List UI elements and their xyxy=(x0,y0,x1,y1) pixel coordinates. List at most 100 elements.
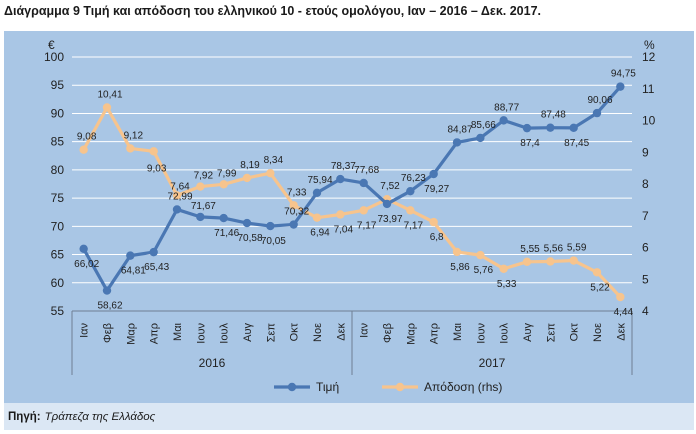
price-data-label: 71,46 xyxy=(214,228,239,239)
yield-series-point xyxy=(312,213,322,222)
yield-data-label: 7,04 xyxy=(334,224,354,235)
price-series-point xyxy=(546,123,555,132)
chart-title: Διάγραμμα 9 Τιμή και απόδοση του ελληνικ… xyxy=(4,4,542,18)
chart-panel: 55 60 65 70 75 80 85 90 95 100 4 5 6 7 8 9 10 11 12 €% Ιαν Φε… xyxy=(4,31,694,403)
yield-series-point xyxy=(592,268,602,277)
yield-data-label: 4,44 xyxy=(614,307,634,318)
yield-data-label: 9,08 xyxy=(77,132,97,143)
right-axis-tick: 5 xyxy=(642,272,649,286)
price-series-point xyxy=(359,178,368,188)
yield-series-point xyxy=(452,247,462,257)
yield-data-label: 7,52 xyxy=(380,181,400,192)
x-axis-category: Νοε xyxy=(312,323,324,342)
yield-data-label: 7,17 xyxy=(357,220,377,231)
price-series-point xyxy=(382,199,392,209)
right-axis-tick: 6 xyxy=(642,241,649,255)
yield-data-label: 5,55 xyxy=(520,244,540,255)
x-axis-category: Ιουν xyxy=(475,323,487,344)
yield-data-label: 5,59 xyxy=(567,243,587,254)
price-series-point xyxy=(102,286,112,295)
x-axis-category: Φεβ xyxy=(382,323,394,343)
price-data-label: 75,94 xyxy=(307,175,332,186)
price-series-point xyxy=(452,138,462,147)
price-data-label: 87,4 xyxy=(520,138,540,149)
right-axis-tick: 7 xyxy=(642,209,649,223)
left-axis-tick: 70 xyxy=(51,219,65,233)
yield-data-label: 7,99 xyxy=(217,168,237,179)
x-axis-category: Σεπ xyxy=(545,323,557,343)
yield-data-label: 7,33 xyxy=(287,187,307,198)
left-axis-tick: 95 xyxy=(51,78,65,92)
x-axis-category: Απρ xyxy=(429,323,441,344)
x-axis-category: Μαι xyxy=(172,322,184,341)
price-series-point xyxy=(406,186,415,196)
x-axis-category: Φεβ xyxy=(102,323,114,343)
yield-data-label: 7,64 xyxy=(170,181,190,192)
yield-series-point xyxy=(522,257,532,266)
price-data-label: 76,23 xyxy=(401,173,426,184)
yield-series-point xyxy=(126,144,135,153)
yield-data-label: 8,19 xyxy=(240,160,260,171)
x-axis-category: Σεπ xyxy=(265,323,277,343)
left-axis-tick: 80 xyxy=(51,163,65,177)
yield-series-point xyxy=(149,147,158,156)
legend-price-label: Τιμή xyxy=(316,380,339,394)
price-data-label: 85,66 xyxy=(471,120,496,131)
price-data-label: 70,58 xyxy=(237,233,262,244)
yield-series-point xyxy=(616,292,625,302)
right-axis-unit: % xyxy=(644,38,655,52)
right-axis-tick: 8 xyxy=(642,177,649,191)
yield-data-label: 8,34 xyxy=(264,155,284,166)
legend-price-marker xyxy=(287,382,297,392)
x-axis-category: Μαι xyxy=(452,322,464,341)
price-series-point xyxy=(429,169,438,179)
price-data-label: 66,02 xyxy=(74,259,99,270)
x-axis-category: Ιαν xyxy=(359,323,371,338)
x-axis-category: Ιαν xyxy=(79,323,91,338)
yield-data-label: 5,76 xyxy=(474,265,494,276)
price-data-label: 87,48 xyxy=(541,110,566,121)
price-data-label: 88,77 xyxy=(494,102,519,113)
price-data-label: 58,62 xyxy=(97,301,122,312)
x-axis-category: Νοε xyxy=(592,323,604,342)
yield-data-label: 5,33 xyxy=(497,279,517,290)
yield-data-label: 9,12 xyxy=(124,130,144,141)
price-data-label: 94,75 xyxy=(611,69,636,80)
yield-series-point xyxy=(406,206,415,215)
price-data-label: 65,43 xyxy=(144,262,169,273)
left-axis-tick: 100 xyxy=(44,50,64,64)
price-data-label: 87,45 xyxy=(564,138,589,149)
price-data-label: 79,27 xyxy=(424,184,449,195)
yield-series-point xyxy=(569,256,578,265)
yield-series-point xyxy=(429,217,438,227)
price-data-label: 70,05 xyxy=(261,236,286,247)
left-axis-tick: 55 xyxy=(51,304,65,318)
year-group-label: 2017 xyxy=(479,356,506,370)
left-axis-tick: 85 xyxy=(51,135,65,149)
line-chart: 55 60 65 70 75 80 85 90 95 100 4 5 6 7 8 9 10 11 12 € % Ιαν Φε… xyxy=(44,38,656,394)
yield-data-label: 9,03 xyxy=(147,163,167,174)
price-series-point xyxy=(499,116,508,125)
yield-data-label: 5,86 xyxy=(450,262,470,273)
yield-data-label: 7,92 xyxy=(194,171,214,182)
yield-series-point xyxy=(242,173,252,183)
yield-data-label: 6,94 xyxy=(310,228,330,239)
yield-data-label: 5,22 xyxy=(590,282,610,293)
yield-series-point xyxy=(289,201,298,210)
x-axis-category: Οκτ xyxy=(569,322,581,341)
price-series-point xyxy=(149,247,158,257)
yield-series-point xyxy=(359,206,368,215)
yield-series-point xyxy=(172,191,182,200)
x-axis-category: Μαρ xyxy=(125,323,137,345)
yield-data-label: 10,41 xyxy=(97,89,122,100)
price-series-point xyxy=(569,123,578,133)
left-axis-unit: € xyxy=(48,38,55,52)
yield-series-point xyxy=(546,257,555,266)
left-axis-tick: 75 xyxy=(51,191,65,205)
x-axis-category: Δεκ xyxy=(335,323,347,341)
year-group-label: 2016 xyxy=(199,356,226,370)
x-axis-category: Ιουλ xyxy=(219,323,231,344)
price-series-point xyxy=(79,244,88,253)
source-label: Πηγή: xyxy=(8,410,41,423)
yield-series-point xyxy=(79,145,88,154)
